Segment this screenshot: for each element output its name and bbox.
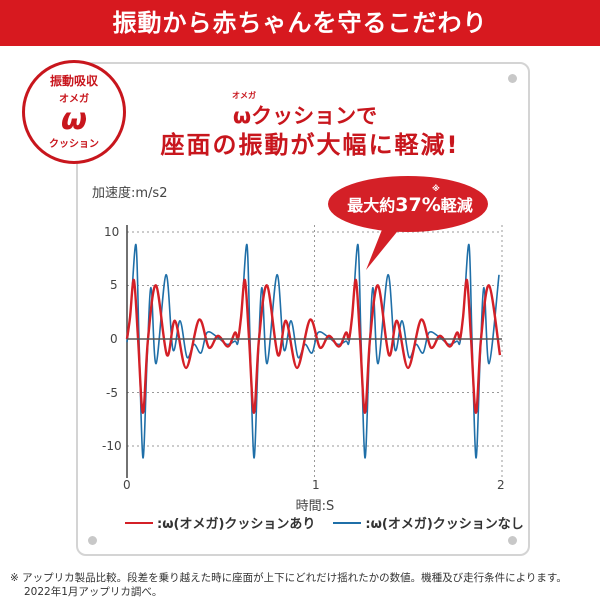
y-tick-label: -5 (106, 386, 118, 400)
header-banner: 振動から赤ちゃんを守るこだわり (0, 0, 600, 46)
callout-text: 最大約37%軽減 ※ (338, 184, 482, 216)
omega-cushion-badge: 振動吸収 オメガ ω クッション (22, 60, 126, 164)
headline-ruby: オメガ (232, 91, 256, 100)
callout-prefix: 最大約 (347, 196, 396, 215)
series-line (126, 244, 500, 459)
series-line (125, 278, 502, 415)
headline-line2: 座面の振動が大幅に軽減! (160, 131, 460, 159)
corner-dot (508, 536, 517, 545)
omega-logo: ω (60, 102, 88, 137)
footnote-line: 2022年1月アップリカ調べ。 (24, 586, 163, 598)
y-axis-label: 加速度:m/s2 (92, 186, 168, 201)
footnote: ※ アップリカ製品比較。段差を乗り越えた時に座面が上下にどれだけ揺れたかの数値。… (10, 571, 567, 599)
badge-text: クッション (49, 139, 99, 150)
legend-item-with-cushion: :ω(オメガ)クッションあり (125, 513, 315, 532)
legend: :ω(オメガ)クッションあり :ω(オメガ)クッションなし (125, 513, 524, 532)
x-tick-label: 0 (123, 478, 131, 492)
y-tick-label: 10 (104, 225, 120, 239)
footnote-line: ※ アップリカ製品比較。段差を乗り越えた時に座面が上下にどれだけ揺れたかの数値。… (10, 572, 567, 584)
callout-value: 37% (395, 194, 441, 216)
legend-label: :ω(オメガ)クッションなし (365, 517, 524, 532)
legend-swatch (333, 521, 362, 524)
x-tick-label: 2 (497, 478, 505, 492)
legend-swatch (125, 521, 153, 524)
y-tick-label: 0 (110, 332, 118, 346)
corner-dot (508, 74, 517, 83)
legend-label: :ω(オメガ)クッションあり (157, 517, 316, 532)
corner-dot (88, 536, 97, 545)
legend-item-without-cushion: :ω(オメガ)クッションなし (333, 513, 524, 532)
badge-text: 振動吸収 (49, 74, 98, 88)
y-tick-label: 5 (110, 278, 118, 292)
y-tick-label: -10 (102, 439, 122, 453)
callout-suffix: 軽減 (440, 196, 473, 215)
callout-note-mark: ※ (432, 184, 440, 193)
headline-line1: ωクッションで (232, 104, 378, 128)
badge-text: オメガ (59, 94, 89, 105)
x-axis-label: 時間:S (295, 499, 335, 514)
x-tick-label: 1 (312, 478, 320, 492)
